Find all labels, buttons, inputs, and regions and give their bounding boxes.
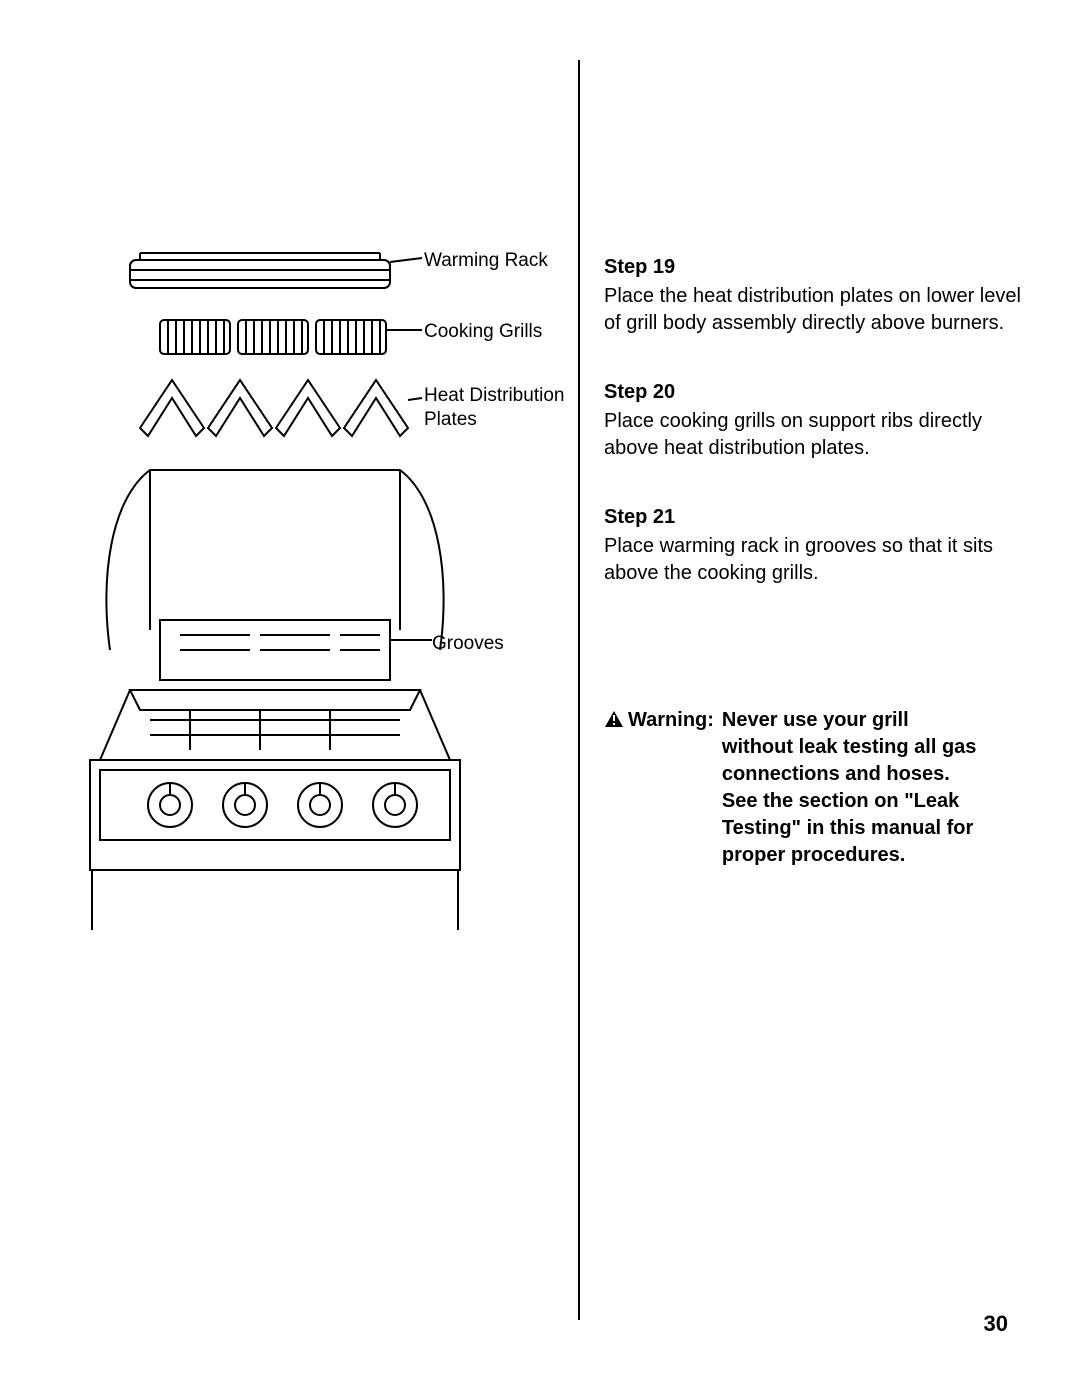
step-body: Place warming rack in grooves so that it… (604, 533, 1024, 587)
heat-distribution-plates-icon (140, 380, 408, 436)
step-title: Step 21 (604, 504, 1024, 531)
cooking-grills-icon (160, 320, 386, 354)
step-20: Step 20 Place cooking grills on support … (604, 379, 1024, 462)
step-title: Step 20 (604, 379, 1024, 406)
warning-triangle-icon (604, 709, 624, 869)
grill-body-icon (90, 470, 460, 930)
instructions-column: Step 19 Place the heat distribution plat… (604, 254, 1024, 869)
grill-exploded-diagram (70, 250, 570, 990)
warming-rack-icon (130, 253, 390, 288)
page-number: 30 (984, 1311, 1008, 1337)
step-19: Step 19 Place the heat distribution plat… (604, 254, 1024, 337)
step-body: Place cooking grills on support ribs dir… (604, 408, 1024, 462)
step-title: Step 19 (604, 254, 1024, 281)
column-divider (578, 60, 580, 1320)
warning-text: Never use your grill without leak testin… (722, 707, 982, 869)
warning-label: Warning: (628, 707, 714, 734)
manual-page: Warming Rack Cooking Grills Heat Distrib… (0, 0, 1080, 1397)
step-21: Step 21 Place warming rack in grooves so… (604, 504, 1024, 587)
warning-block: Warning: Never use your grill without le… (604, 707, 1024, 869)
step-body: Place the heat distribution plates on lo… (604, 283, 1024, 337)
